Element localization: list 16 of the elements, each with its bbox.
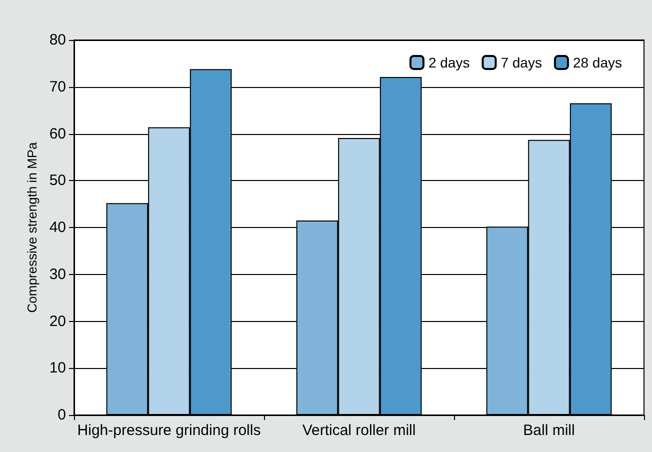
y-axis-title: Compressive strength in MPa [24,141,40,313]
y-tick-label: 80 [49,32,66,48]
y-tick-label: 60 [49,125,66,142]
y-tick-label: 50 [49,172,66,190]
legend-label: 7 days [500,54,542,70]
x-tick-label: Vertical roller mill [302,422,416,439]
y-tick-label: 40 [49,219,66,236]
y-tick-label: 20 [49,312,66,330]
legend-label: 28 days [572,54,622,70]
y-tick-label: 30 [49,266,66,283]
legend-label: 2 days [428,54,470,70]
x-tick-label: High-pressure grinding rolls [77,422,261,439]
y-tick-label: 10 [49,360,66,377]
x-tick-label: Ball mill [523,422,575,439]
y-tick-label: 0 [58,406,66,424]
y-tick-label: 70 [49,78,66,96]
